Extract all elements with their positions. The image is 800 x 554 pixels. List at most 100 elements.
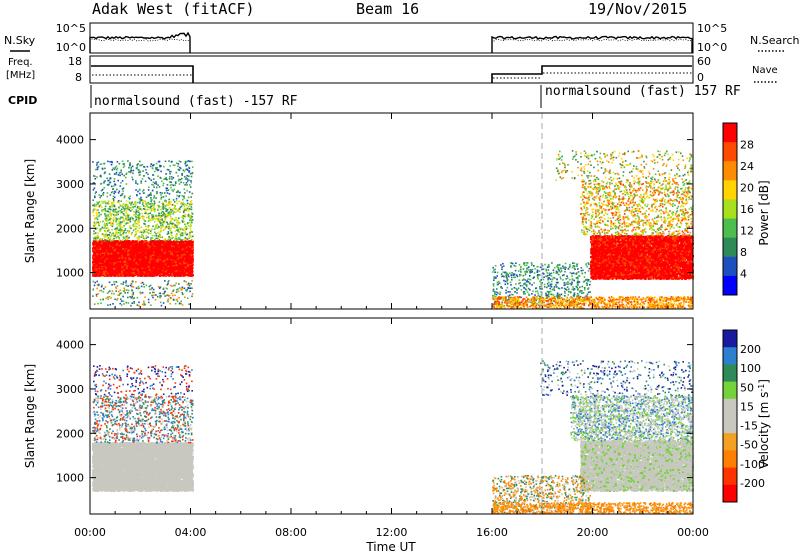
range-cell [151,273,154,276]
range-cell [136,273,139,276]
range-cell [180,258,183,261]
freq-left-tick-top: 18 [68,55,82,68]
range-cell [163,259,166,262]
range-cell [120,247,122,250]
range-cell [178,274,181,277]
range-cell [191,258,194,261]
range-cell [93,260,96,262]
range-cell [142,245,145,248]
range-cell [122,247,125,250]
range-cell [169,246,172,249]
range-cell [170,245,173,248]
noise-right-tick-bottom: 10^0 [697,41,727,54]
range-cell [150,244,153,247]
range-cell [141,265,144,268]
range-cell [143,259,146,262]
range-cell [99,270,102,273]
range-cell [110,258,113,261]
range-cell [113,257,116,260]
range-cell [119,265,122,268]
range-cell [109,270,112,273]
range-cell [100,258,103,261]
range-cell [166,274,169,276]
range-cell [148,252,150,255]
range-cell [157,263,160,266]
range-cell [175,268,178,271]
range-cell [143,252,146,255]
range-cell [155,250,157,252]
range-cell [148,268,151,271]
range-cell [97,254,100,257]
range-cell [169,240,172,243]
beam-title: Beam 16 [356,0,419,18]
range-cell [130,269,133,271]
range-cell [180,253,182,256]
range-cell [98,256,101,259]
range-cell [190,241,193,244]
range-cell [126,242,129,244]
radar-title: Adak West (fitACF) [92,0,255,18]
range-cell [139,264,142,267]
range-cell [150,246,153,249]
range-cell [132,240,135,243]
range-cell [178,264,181,267]
freq-trace-1 [91,65,194,83]
cpid-text-1: normalsound (fast) -157 RF [94,94,298,109]
range-cell [184,254,186,257]
range-cell [93,274,96,277]
range-cell [128,240,131,243]
range-cell [168,274,171,276]
range-cell [110,252,113,255]
range-cell [136,268,139,271]
range-cell [173,241,176,244]
range-cell [148,261,151,264]
range-cell [171,263,174,266]
range-cell [93,240,96,243]
range-cell [117,252,120,255]
range-cell [110,260,113,263]
range-cell [158,240,161,243]
nsky-label: N.Sky [4,34,36,47]
range-cell [172,260,175,263]
range-cell [167,241,170,244]
range-cell [156,260,159,263]
range-cell [121,242,124,245]
range-cell [110,263,113,266]
nsky-trace [89,31,693,53]
range-cell [191,247,194,250]
range-cell [124,267,127,270]
range-cell [109,263,112,266]
range-cell [99,273,102,276]
range-cell [153,274,156,277]
range-cell [143,265,146,268]
range-cell [173,274,176,277]
noise-left-tick-top: 10^5 [56,22,86,35]
freq-left-tick-bottom: 8 [75,71,82,84]
range-cell [140,253,143,256]
range-cell [144,242,146,245]
freq-panel-frame [89,55,694,84]
freq-trace-2 [491,65,692,83]
range-cell [165,274,168,277]
range-cell [172,255,175,258]
freq-label: Freq. [8,57,33,68]
range-cell [120,270,123,273]
range-cell [157,273,159,276]
range-cell [161,240,164,243]
range-cell [110,246,112,249]
range-cell [116,240,119,243]
range-cell [155,270,158,273]
range-cell [170,249,173,252]
range-cell [164,273,167,276]
range-cell [113,267,116,270]
nsearch-label: N.Search [750,34,800,47]
range-cell [161,255,163,258]
range-cell [172,272,175,275]
freq-right-tick-top: 60 [697,55,711,68]
range-cell [102,260,105,262]
range-cell [106,241,109,244]
range-cell [156,256,159,259]
range-cell [100,244,103,247]
range-cell [123,268,125,271]
